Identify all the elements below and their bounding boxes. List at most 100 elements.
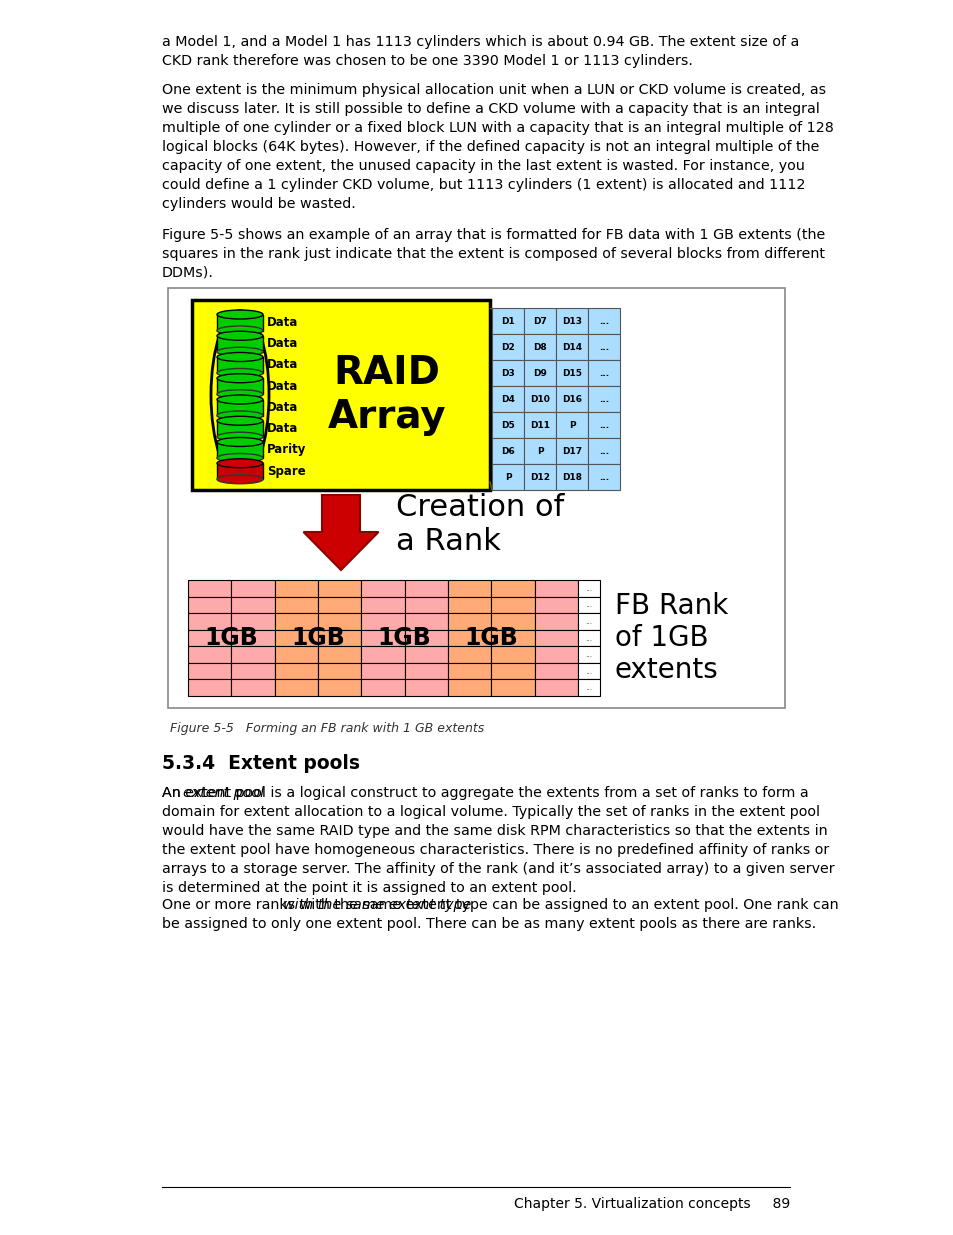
Text: Spare: Spare <box>267 464 305 478</box>
Text: ...: ... <box>585 584 592 593</box>
Bar <box>587 438 619 464</box>
Ellipse shape <box>216 326 263 335</box>
Bar <box>216 463 263 479</box>
Bar <box>188 580 231 597</box>
Text: Data: Data <box>267 379 298 393</box>
Text: Figure 5-5   Forming an FB rank with 1 GB extents: Figure 5-5 Forming an FB rank with 1 GB … <box>170 722 484 735</box>
Ellipse shape <box>216 437 263 447</box>
Bar <box>534 580 578 597</box>
Bar <box>404 663 448 679</box>
Bar <box>523 412 556 438</box>
Bar <box>492 438 523 464</box>
Bar <box>274 663 317 679</box>
Text: RAID
Array: RAID Array <box>327 354 446 436</box>
Text: One extent is the minimum physical allocation unit when a LUN or CKD volume is c: One extent is the minimum physical alloc… <box>162 83 833 211</box>
Bar <box>578 580 599 597</box>
Bar <box>317 597 361 613</box>
Text: D4: D4 <box>500 394 515 404</box>
Bar <box>556 359 587 387</box>
Polygon shape <box>303 495 378 571</box>
Text: ...: ... <box>585 634 592 642</box>
Text: 1GB: 1GB <box>291 626 345 650</box>
Bar <box>231 613 274 630</box>
Bar <box>492 464 523 490</box>
Text: with the same extent type: with the same extent type <box>283 898 471 911</box>
Bar <box>404 597 448 613</box>
Text: Parity: Parity <box>267 443 306 457</box>
Bar <box>274 580 317 597</box>
Text: ...: ... <box>585 618 592 626</box>
Bar <box>448 580 491 597</box>
Bar <box>448 613 491 630</box>
Text: ...: ... <box>598 394 608 404</box>
Text: D13: D13 <box>561 316 581 326</box>
Text: D9: D9 <box>533 368 546 378</box>
Text: D14: D14 <box>561 342 581 352</box>
Bar <box>216 315 263 331</box>
Bar <box>491 679 534 697</box>
Ellipse shape <box>216 416 263 425</box>
Text: An extent pool is a logical construct to aggregate the extents from a set of ran: An extent pool is a logical construct to… <box>162 785 834 894</box>
Bar <box>317 646 361 663</box>
Bar <box>492 333 523 359</box>
Text: ...: ... <box>598 316 608 326</box>
Bar <box>216 378 263 394</box>
Text: P: P <box>568 420 575 430</box>
Ellipse shape <box>216 368 263 378</box>
Text: D3: D3 <box>500 368 515 378</box>
Text: D6: D6 <box>500 447 515 456</box>
Text: 1GB: 1GB <box>204 626 258 650</box>
Bar <box>578 613 599 630</box>
Bar <box>534 663 578 679</box>
Ellipse shape <box>216 347 263 356</box>
Bar <box>216 336 263 352</box>
Bar <box>492 412 523 438</box>
Bar <box>523 359 556 387</box>
Bar <box>448 630 491 646</box>
Text: Data: Data <box>267 316 298 329</box>
Bar <box>188 646 231 663</box>
Ellipse shape <box>216 374 263 383</box>
Text: FB Rank
of 1GB
extents: FB Rank of 1GB extents <box>615 592 727 684</box>
Text: D18: D18 <box>561 473 581 482</box>
Bar <box>587 412 619 438</box>
Bar <box>274 597 317 613</box>
Bar <box>404 679 448 697</box>
Bar <box>188 663 231 679</box>
Bar <box>274 630 317 646</box>
Bar <box>534 597 578 613</box>
Bar <box>578 630 599 646</box>
Text: One or more ranks with the same extent type can be assigned to an extent pool. O: One or more ranks with the same extent t… <box>162 898 838 931</box>
Ellipse shape <box>216 352 263 362</box>
Bar <box>317 663 361 679</box>
Ellipse shape <box>216 458 263 468</box>
Bar <box>578 597 599 613</box>
Bar <box>274 646 317 663</box>
Ellipse shape <box>216 411 263 420</box>
Text: Data: Data <box>267 422 298 435</box>
Bar <box>361 597 404 613</box>
Bar <box>491 663 534 679</box>
Ellipse shape <box>216 432 263 441</box>
Bar <box>492 387 523 412</box>
Text: ...: ... <box>598 342 608 352</box>
Bar <box>188 630 231 646</box>
Bar <box>192 300 490 490</box>
Bar <box>231 597 274 613</box>
Bar <box>361 646 404 663</box>
Bar <box>448 597 491 613</box>
Bar <box>216 421 263 437</box>
Bar <box>404 646 448 663</box>
Text: D5: D5 <box>500 420 515 430</box>
Bar <box>361 580 404 597</box>
Bar <box>534 679 578 697</box>
Text: An: An <box>162 785 185 800</box>
Text: Data: Data <box>267 358 298 372</box>
Bar <box>587 333 619 359</box>
Bar <box>556 387 587 412</box>
Bar <box>188 597 231 613</box>
Bar <box>448 663 491 679</box>
Text: Data: Data <box>267 337 298 351</box>
Ellipse shape <box>216 474 263 484</box>
Bar <box>534 646 578 663</box>
